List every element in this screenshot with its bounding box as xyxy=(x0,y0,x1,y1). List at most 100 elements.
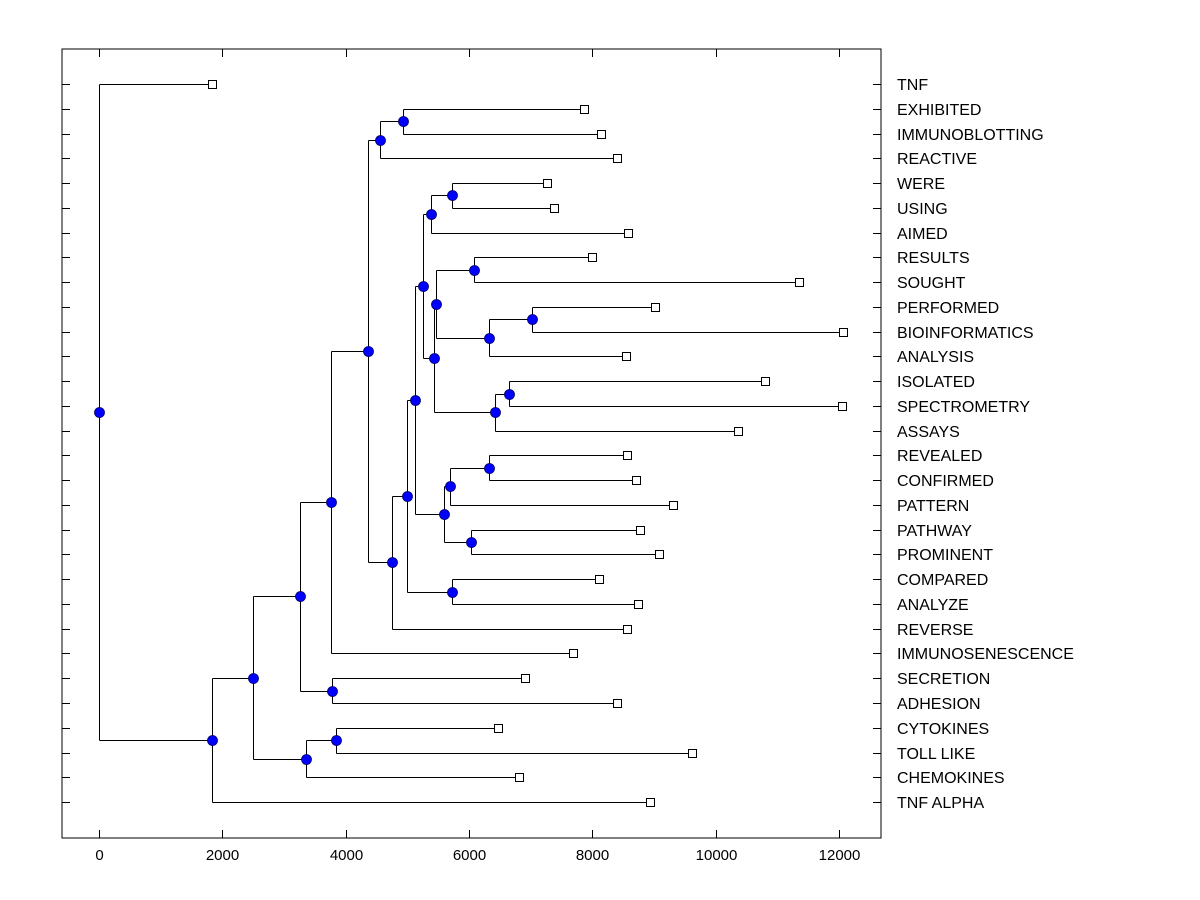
leaf-marker xyxy=(624,229,633,238)
merge-node-marker xyxy=(207,735,218,746)
leaf-marker xyxy=(634,600,643,609)
x-tick-label: 6000 xyxy=(453,847,486,864)
leaf-label: COMPARED xyxy=(897,572,988,589)
merge-node-marker xyxy=(327,686,338,697)
leaf-label: REACTIVE xyxy=(897,151,977,168)
leaf-marker xyxy=(651,303,660,312)
leaf-marker xyxy=(597,130,606,139)
merge-node-marker xyxy=(429,353,440,364)
leaf-marker xyxy=(208,80,217,89)
node-markers xyxy=(94,116,538,765)
leaf-label: ANALYZE xyxy=(897,597,969,614)
leaf-marker xyxy=(623,451,632,460)
leaf-label: CYTOKINES xyxy=(897,721,989,738)
leaf-marker xyxy=(655,550,664,559)
leaf-label: WERE xyxy=(897,176,945,193)
plot-frame xyxy=(61,48,882,839)
merge-node-marker xyxy=(439,509,450,520)
leaf-label: PERFORMED xyxy=(897,300,999,317)
leaf-marker xyxy=(613,154,622,163)
leaf-label: PROMINENT xyxy=(897,547,993,564)
leaf-label: SPECTROMETRY xyxy=(897,399,1030,416)
leaf-marker xyxy=(613,699,622,708)
leaf-label: SOUGHT xyxy=(897,275,966,292)
merge-node-marker xyxy=(94,407,105,418)
x-tick-label: 0 xyxy=(95,847,103,864)
leaf-label: USING xyxy=(897,201,948,218)
leaf-label: CONFIRMED xyxy=(897,473,994,490)
leaf-marker xyxy=(623,625,632,634)
merge-node-marker xyxy=(418,281,429,292)
leaf-marker xyxy=(795,278,804,287)
leaf-marker xyxy=(838,402,847,411)
leaf-label: RESULTS xyxy=(897,250,970,267)
leaf-label: IMMUNOBLOTTING xyxy=(897,127,1044,144)
leaf-marker xyxy=(734,427,743,436)
leaf-marker xyxy=(622,352,631,361)
merge-node-marker xyxy=(466,537,477,548)
leaf-label: ASSAYS xyxy=(897,424,960,441)
merge-node-marker xyxy=(426,209,437,220)
leaf-label: ADHESION xyxy=(897,696,981,713)
leaf-marker xyxy=(839,328,848,337)
merge-node-marker xyxy=(527,314,538,325)
leaf-marker xyxy=(632,476,641,485)
leaf-marker xyxy=(669,501,678,510)
leaf-label: ISOLATED xyxy=(897,374,975,391)
merge-node-marker xyxy=(469,265,480,276)
merge-node-marker xyxy=(295,591,306,602)
leaf-marker xyxy=(550,204,559,213)
merge-node-marker xyxy=(447,190,458,201)
leaf-label: ANALYSIS xyxy=(897,349,974,366)
x-tick-label: 8000 xyxy=(576,847,609,864)
leaf-label: TOLL LIKE xyxy=(897,746,975,763)
leaf-label: SECRETION xyxy=(897,671,990,688)
leaf-marker xyxy=(636,526,645,535)
merge-node-marker xyxy=(398,116,409,127)
leaf-label: IMMUNOSENESCENCE xyxy=(897,646,1074,663)
merge-node-marker xyxy=(410,395,421,406)
leaf-label: PATTERN xyxy=(897,498,969,515)
leaf-marker xyxy=(515,773,524,782)
merge-node-marker xyxy=(447,587,458,598)
merge-node-marker xyxy=(484,463,495,474)
merge-node-marker xyxy=(484,333,495,344)
x-tick-label: 2000 xyxy=(206,847,239,864)
merge-node-marker xyxy=(326,497,337,508)
leaf-marker xyxy=(543,179,552,188)
axes xyxy=(61,48,882,839)
leaf-marker xyxy=(580,105,589,114)
leaf-marker xyxy=(569,649,578,658)
leaf-marker xyxy=(494,724,503,733)
leaf-marker xyxy=(595,575,604,584)
leaf-marker xyxy=(646,798,655,807)
leaf-label: EXHIBITED xyxy=(897,102,981,119)
x-tick-label: 4000 xyxy=(330,847,363,864)
x-tick-labels: 0 2000 4000 6000 8000 10000 12000 xyxy=(95,847,860,864)
merge-node-marker xyxy=(387,557,398,568)
merge-node-marker xyxy=(363,346,374,357)
leaf-label: TNF xyxy=(897,77,928,94)
x-tick-label: 10000 xyxy=(696,847,738,864)
leaf-marker xyxy=(688,749,697,758)
leaf-marker xyxy=(761,377,770,386)
leaf-label: REVERSE xyxy=(897,622,973,639)
leaf-markers xyxy=(208,80,848,807)
leaf-marker xyxy=(588,253,597,262)
leaf-label: TNF ALPHA xyxy=(897,795,984,812)
leaf-marker xyxy=(521,674,530,683)
merge-node-marker xyxy=(248,673,259,684)
x-tick-label: 12000 xyxy=(819,847,861,864)
dendrogram-links xyxy=(99,84,844,803)
merge-node-marker xyxy=(445,481,456,492)
merge-node-marker xyxy=(431,299,442,310)
merge-node-marker xyxy=(331,735,342,746)
merge-node-marker xyxy=(375,135,386,146)
merge-node-marker xyxy=(504,389,515,400)
leaf-label: CHEMOKINES xyxy=(897,770,1005,787)
merge-node-marker xyxy=(402,491,413,502)
leaf-labels: TNF EXHIBITED IMMUNOBLOTTING REACTIVE WERE US… xyxy=(897,77,1074,812)
leaf-label: BIOINFORMATICS xyxy=(897,325,1034,342)
